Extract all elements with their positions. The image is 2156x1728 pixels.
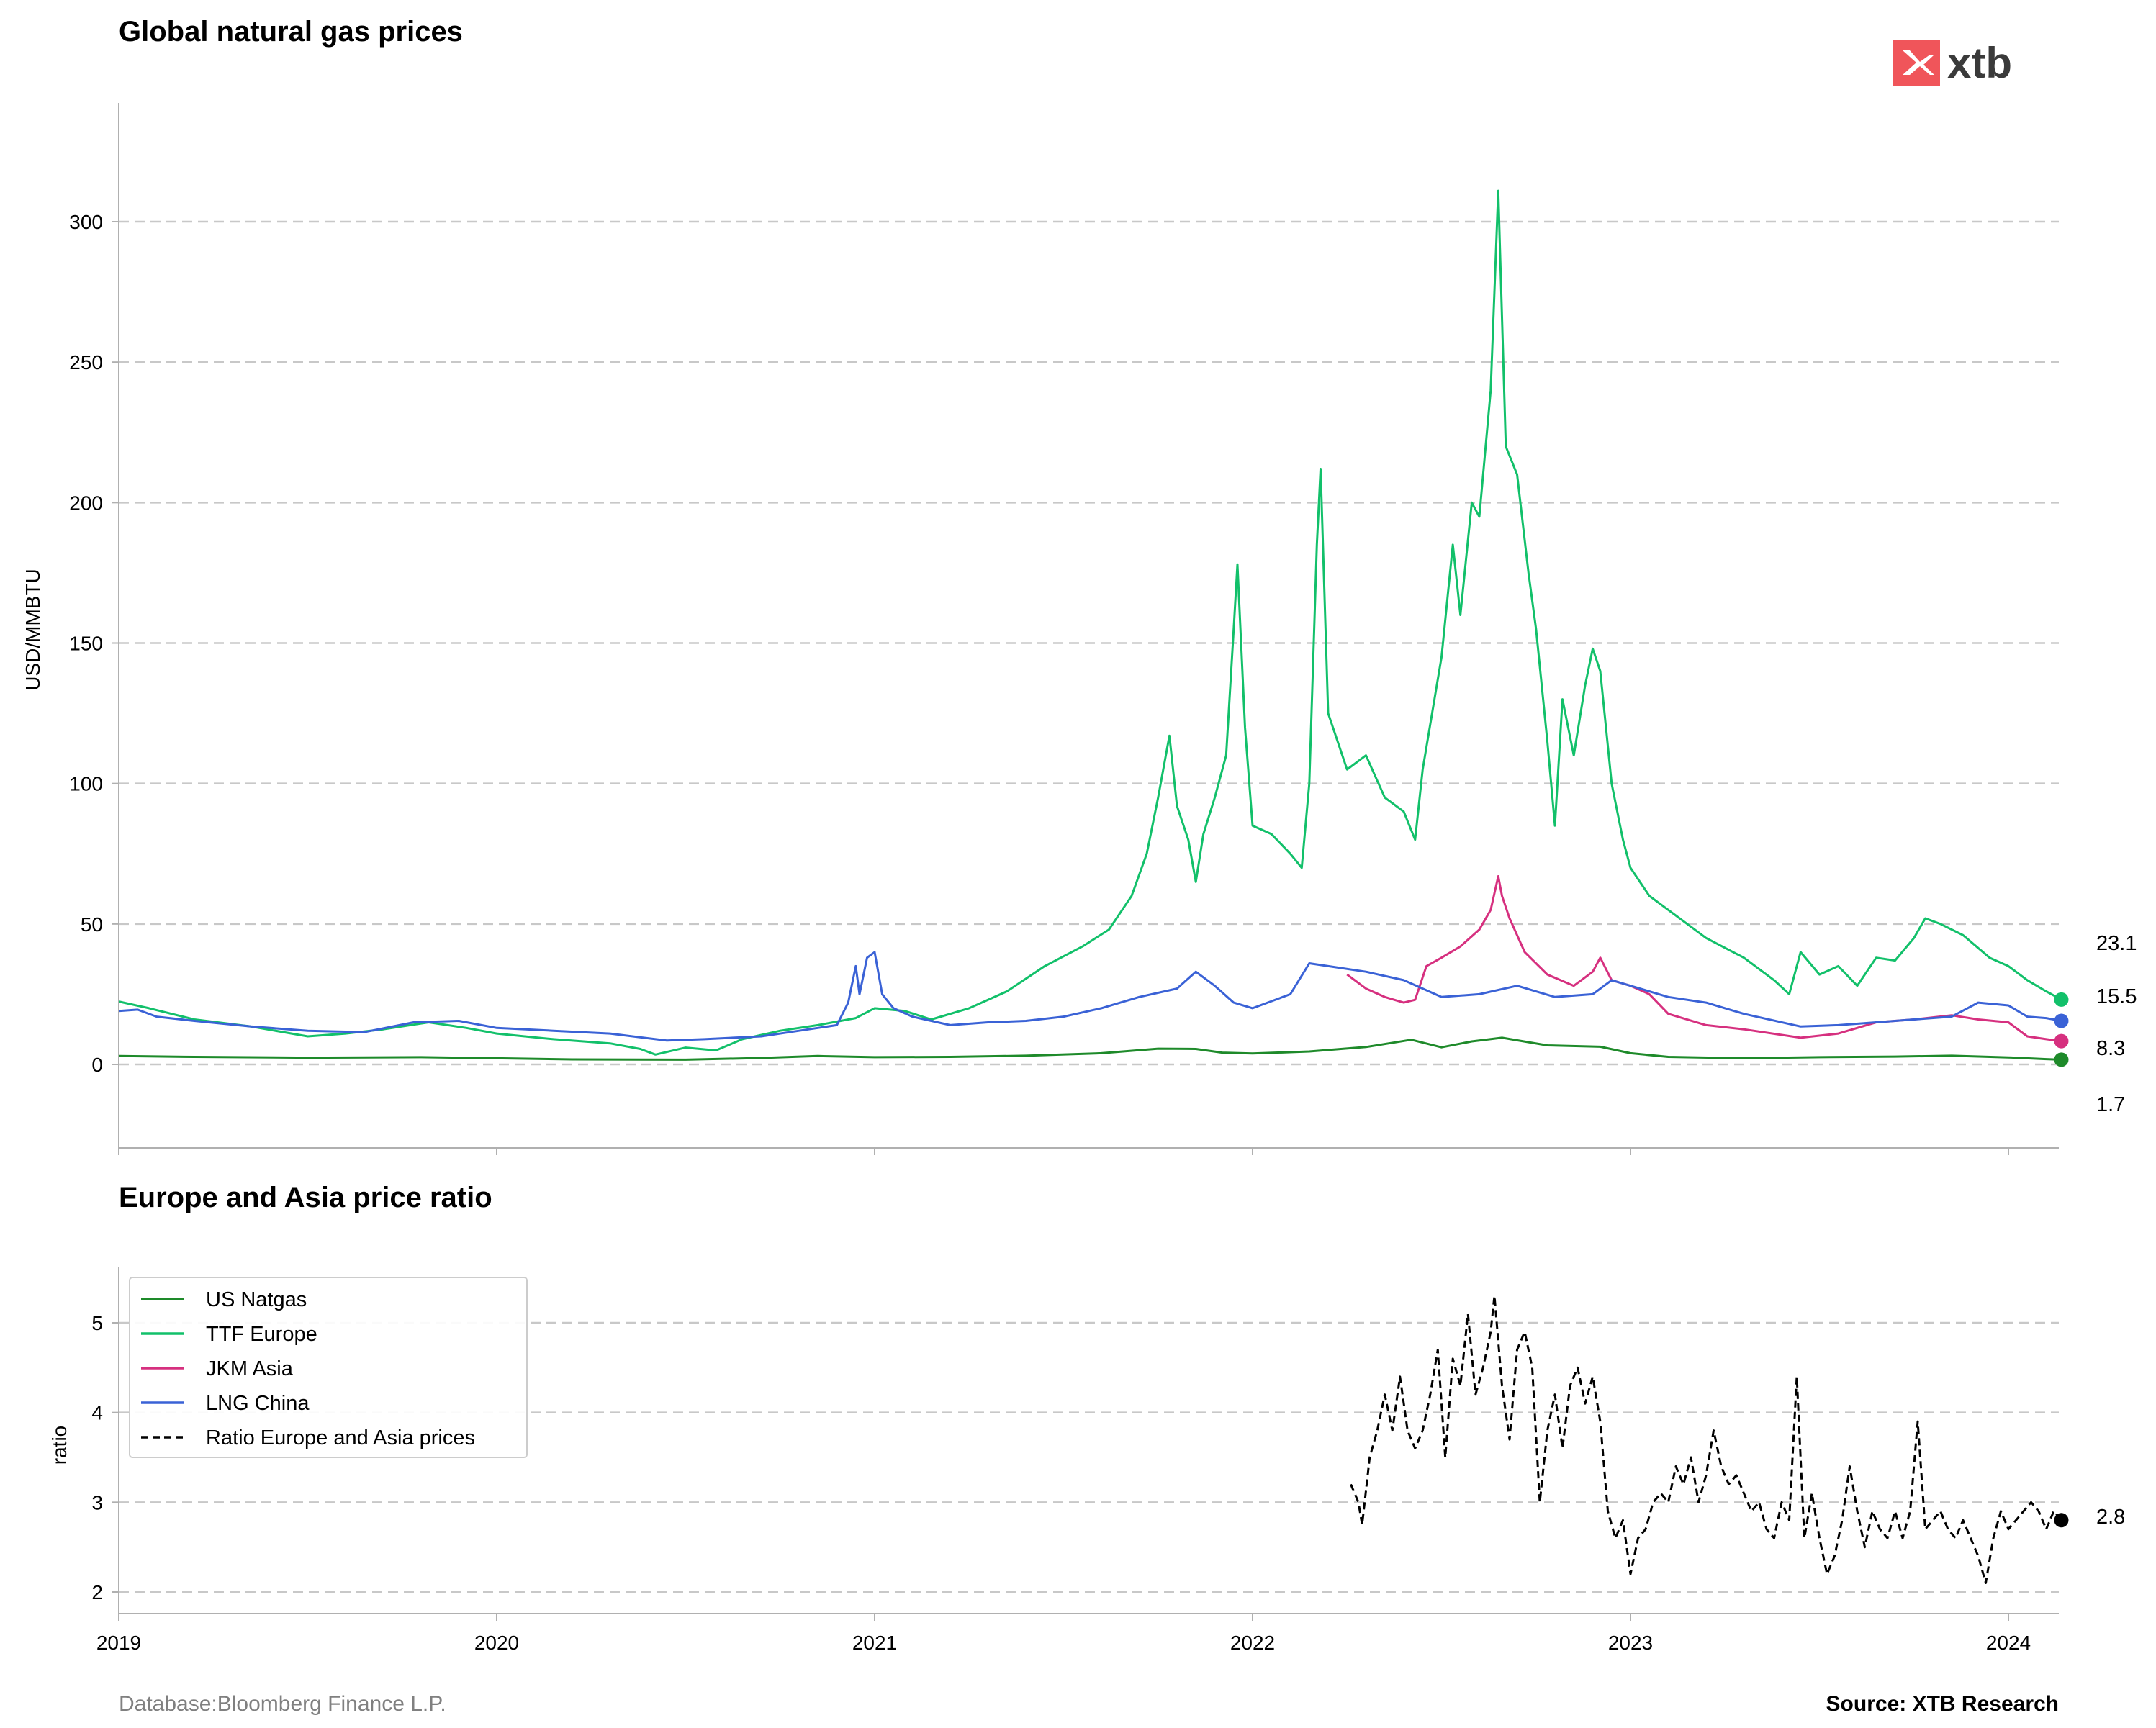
end-label-2: 8.3 [2096, 1037, 2125, 1060]
x-tick-label-2020: 2020 [474, 1632, 519, 1654]
y-axis-label-bottom: ratio [48, 1426, 71, 1465]
xtb-logo: xtb [1893, 39, 2012, 87]
y-tick-label-3: 3 [91, 1491, 103, 1514]
chart-title-top: Global natural gas prices [119, 16, 463, 48]
series-endpoint-lng-china [2054, 1013, 2069, 1028]
legend-label-2: JKM Asia [206, 1357, 294, 1380]
x-tick-label-2019: 2019 [96, 1632, 141, 1654]
series-line-lng-china [118, 951, 2062, 1042]
y-tick-label-200: 200 [69, 492, 103, 514]
y-ticks-top: 0 50 100 150 200 250 300 [69, 211, 119, 1076]
series-line-us-natgas [118, 1036, 2062, 1061]
end-label-0: 23.1 [2096, 932, 2137, 955]
series-endpoint-jkm-asia [2054, 1033, 2069, 1049]
y-tick-label-250: 250 [69, 351, 103, 374]
chart-title-bottom: Europe and Asia price ratio [119, 1182, 492, 1213]
x-tick-label-2022: 2022 [1230, 1632, 1275, 1654]
legend-label-3: LNG China [206, 1392, 310, 1415]
y-tick-label-100: 100 [69, 773, 103, 795]
y-axis-label-top: USD/MMBTU [22, 569, 44, 691]
series-bottom [1350, 1295, 2069, 1584]
x-ticks-bottom: 2019 2020 2021 2022 2023 2024 [96, 1614, 2031, 1654]
end-labels-top: 23.1 15.5 8.3 1.7 [2096, 932, 2137, 1116]
legend-label-1: TTF Europe [206, 1323, 317, 1346]
series-top [118, 189, 2069, 1067]
y-tick-label-4: 4 [91, 1402, 103, 1424]
grid-top [119, 220, 2059, 1066]
legend-label-4: Ratio Europe and Asia prices [206, 1426, 475, 1449]
footer-source: Source: XTB Research [1826, 1692, 2059, 1716]
y-tick-label-2: 2 [91, 1581, 103, 1603]
end-label-1: 15.5 [2096, 985, 2137, 1008]
legend-label-0: US Natgas [206, 1288, 307, 1311]
end-labels-bottom: 2.8 [2096, 1506, 2125, 1529]
xtb-x-icon-glyph [1903, 50, 1934, 75]
y-tick-label-300: 300 [69, 211, 103, 233]
series-endpoint-ratio-europe-and-asia-prices [2054, 1513, 2069, 1528]
y-tick-label-50: 50 [81, 913, 103, 936]
legend-box [129, 1277, 528, 1458]
xtb-logo-text: xtb [1947, 39, 2012, 87]
series-line-ratio-europe-and-asia-prices [1350, 1295, 2062, 1584]
x-tick-label-2023: 2023 [1608, 1632, 1653, 1654]
end-label-3: 1.7 [2096, 1093, 2125, 1116]
end-label-0: 2.8 [2096, 1506, 2125, 1529]
y-tick-label-0: 0 [91, 1054, 103, 1076]
series-endpoint-ttf-europe [2054, 992, 2069, 1007]
y-tick-label-5: 5 [91, 1312, 103, 1334]
x-tick-label-2024: 2024 [1986, 1632, 2031, 1654]
x-tick-label-2021: 2021 [852, 1632, 897, 1654]
legend: US Natgas TTF Europe JKM Asia LNG China Rati… [129, 1277, 528, 1458]
series-endpoint-us-natgas [2054, 1052, 2069, 1067]
x-ticks-top [118, 1148, 2009, 1155]
y-tick-label-150: 150 [69, 633, 103, 655]
series-line-ttf-europe [118, 189, 2062, 1056]
footer-database: Database:Bloomberg Finance L.P. [119, 1692, 446, 1716]
y-ticks-bottom: 2 3 4 5 [91, 1312, 119, 1603]
